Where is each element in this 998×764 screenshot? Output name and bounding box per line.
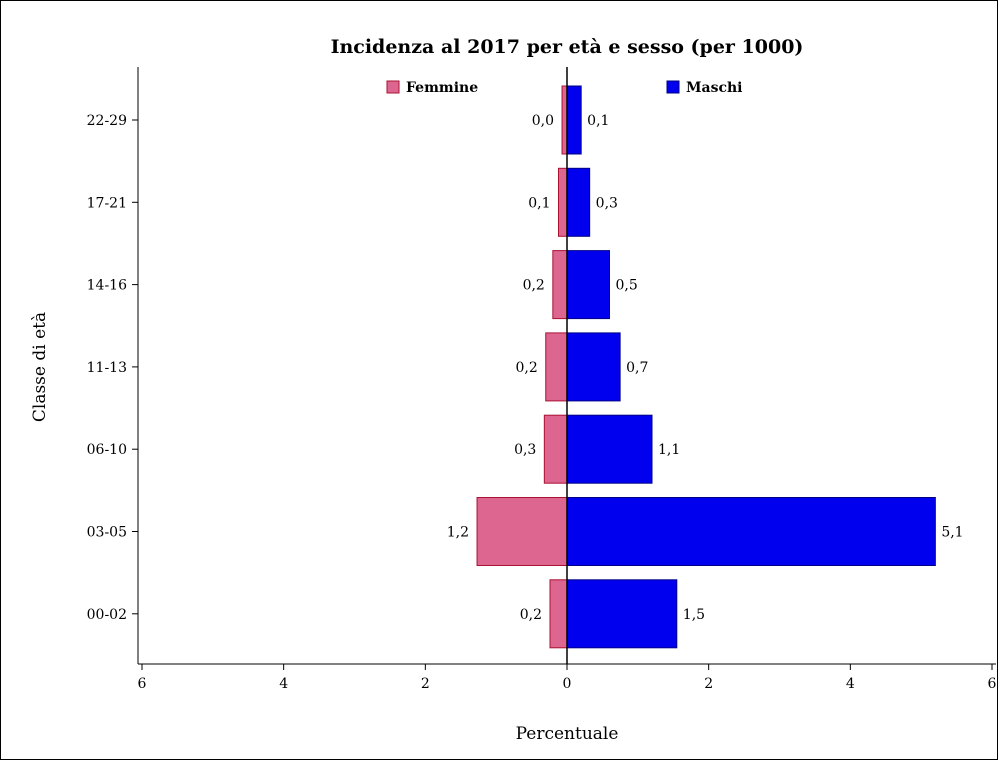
bar-femmine-00-02 <box>549 579 568 649</box>
data-label-femmine-03-05: 1,2 <box>447 525 469 541</box>
legend-swatch-maschi <box>666 80 680 94</box>
x-tick-label-4: 2 <box>704 676 713 692</box>
bar-femmine-17-21 <box>558 167 568 237</box>
data-label-maschi-17-21: 0,3 <box>596 195 618 211</box>
legend-label-femmine: Femmine <box>406 80 478 96</box>
data-label-femmine-14-16: 0,2 <box>523 278 545 294</box>
x-tick-label-1: 4 <box>279 676 288 692</box>
data-label-maschi-11-13: 0,7 <box>626 360 648 376</box>
bar-femmine-03-05 <box>476 497 568 566</box>
y-tick-label-00-02: 00-02 <box>87 607 127 623</box>
y-tick-label-03-05: 03-05 <box>87 525 127 541</box>
bar-femmine-06-10 <box>543 414 568 484</box>
x-tick-label-6: 6 <box>988 676 997 692</box>
chart-title: Incidenza al 2017 per età e sesso (per 1… <box>331 36 804 58</box>
x-tick-label-0: 6 <box>138 676 147 692</box>
y-tick-label-06-10: 06-10 <box>87 442 127 458</box>
x-tick-label-2: 2 <box>421 676 430 692</box>
y-axis: 22-29 17-21 14-16 11-13 06-10 03-05 00-02 <box>87 67 139 664</box>
legend-swatch-femmine <box>386 80 400 94</box>
bars-group <box>476 67 936 664</box>
legend-label-maschi: Maschi <box>686 80 742 96</box>
data-label-femmine-11-13: 0,2 <box>515 360 537 376</box>
data-label-maschi-22-29: 0,1 <box>587 113 609 129</box>
y-tick-label-17-21: 17-21 <box>87 195 127 211</box>
x-tick-label-5: 4 <box>846 676 855 692</box>
data-label-femmine-00-02: 0,2 <box>520 607 542 623</box>
y-tick-label-22-29: 22-29 <box>87 113 127 129</box>
data-label-maschi-14-16: 0,5 <box>616 278 638 294</box>
bar-femmine-14-16 <box>552 250 568 320</box>
data-label-maschi-03-05: 5,1 <box>941 525 963 541</box>
bar-maschi-06-10 <box>566 414 653 484</box>
data-labels-group: 0,0 0,1 0,2 0,2 0,3 1,2 0,2 0,1 0,3 0,5 0,7 1,1 5,1 1… <box>447 113 964 623</box>
bar-maschi-00-02 <box>566 579 678 649</box>
bar-maschi-03-05 <box>566 497 936 566</box>
bar-femmine-11-13 <box>545 332 568 402</box>
x-axis: 6 4 2 0 2 4 6 <box>138 663 997 692</box>
bar-maschi-14-16 <box>566 250 610 320</box>
y-axis-title: Classe di età <box>30 312 50 422</box>
data-label-maschi-00-02: 1,5 <box>683 607 705 623</box>
bar-maschi-11-13 <box>566 332 621 402</box>
data-label-femmine-22-29: 0,0 <box>532 113 554 129</box>
bar-maschi-17-21 <box>566 167 591 237</box>
data-label-femmine-06-10: 0,3 <box>514 442 536 458</box>
y-tick-label-11-13: 11-13 <box>87 360 127 376</box>
bar-maschi-22-29 <box>566 85 582 155</box>
y-tick-label-14-16: 14-16 <box>87 278 127 294</box>
data-label-femmine-17-21: 0,1 <box>528 195 550 211</box>
data-label-maschi-06-10: 1,1 <box>658 442 680 458</box>
x-axis-title: Percentuale <box>516 724 619 744</box>
legend: Femmine Maschi <box>386 80 742 96</box>
x-tick-label-3: 0 <box>563 676 572 692</box>
